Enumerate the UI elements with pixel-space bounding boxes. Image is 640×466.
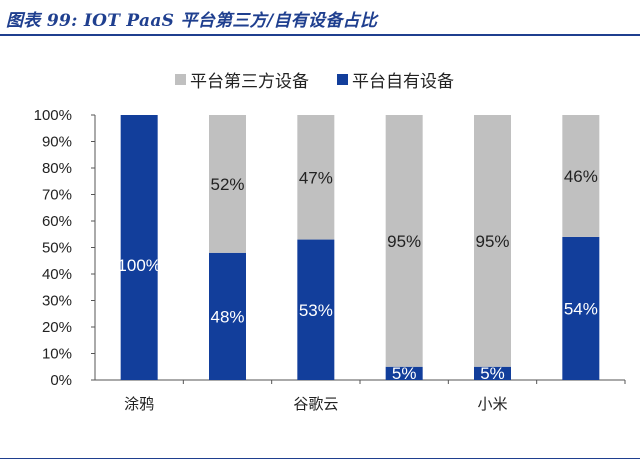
x-tick-label: 涂鸦 — [124, 395, 154, 413]
bar-own-device — [474, 366, 511, 380]
y-tick-label: 70% — [42, 187, 72, 204]
y-tick-label: 80% — [42, 160, 72, 177]
data-label-own: 53% — [299, 301, 333, 320]
bar-own-device — [209, 252, 246, 380]
chart-axes: 0% 10% 20% 30% 40% 50% 60% 70% 80% 90% 100% 涂鸦 谷歌云 小米 — [34, 107, 626, 413]
y-tick-label: 60% — [42, 213, 72, 230]
data-label-third-party: 52% — [210, 175, 244, 194]
legend-swatch-own — [337, 74, 348, 85]
y-tick-label: 10% — [42, 346, 72, 363]
bar-own-device — [120, 115, 158, 380]
x-tick-label: 小米 — [477, 395, 507, 413]
y-tick-label: 20% — [42, 319, 72, 336]
chart-bars — [120, 115, 600, 380]
bar-own-device — [562, 236, 600, 380]
y-tick-label: 50% — [42, 240, 72, 257]
data-label-third-party: 46% — [564, 167, 598, 186]
bar-third-party-device — [385, 115, 423, 367]
data-label-third-party: 47% — [299, 168, 333, 187]
legend-label-third-party: 平台第三方设备 — [190, 72, 309, 92]
chart-data-labels: 100% 48% 52% 53% 47% 5% 95% 5% 95% 54% 46% — [117, 167, 597, 383]
data-label-own: 5% — [480, 364, 505, 383]
bar-third-party-device — [562, 115, 600, 237]
bar-third-party-device — [474, 115, 511, 367]
bar-third-party-device — [297, 115, 335, 240]
chart-legend: 平台第三方设备 平台自有设备 — [175, 72, 454, 92]
figure-title: 图表 99: IOT PaaS 平台第三方/自有设备占比 — [6, 11, 378, 31]
bar-own-device — [385, 366, 423, 380]
y-tick-label: 100% — [34, 107, 72, 124]
data-label-own: 100% — [117, 256, 160, 275]
x-tick-label: 谷歌云 — [293, 395, 338, 413]
bar-own-device — [297, 239, 335, 380]
y-tick-label: 0% — [50, 372, 72, 389]
title-rule — [0, 34, 640, 36]
data-label-own: 54% — [564, 299, 598, 318]
data-label-own: 5% — [392, 364, 417, 383]
data-label-own: 48% — [210, 307, 244, 326]
y-tick-label: 30% — [42, 293, 72, 310]
y-tick-label: 40% — [42, 266, 72, 283]
legend-label-own: 平台自有设备 — [352, 72, 454, 92]
y-tick-label: 90% — [42, 134, 72, 151]
data-label-third-party: 95% — [475, 232, 509, 251]
data-label-third-party: 95% — [387, 232, 421, 251]
legend-swatch-third-party — [175, 74, 186, 85]
bar-third-party-device — [209, 115, 246, 253]
bottom-rule — [0, 458, 640, 459]
